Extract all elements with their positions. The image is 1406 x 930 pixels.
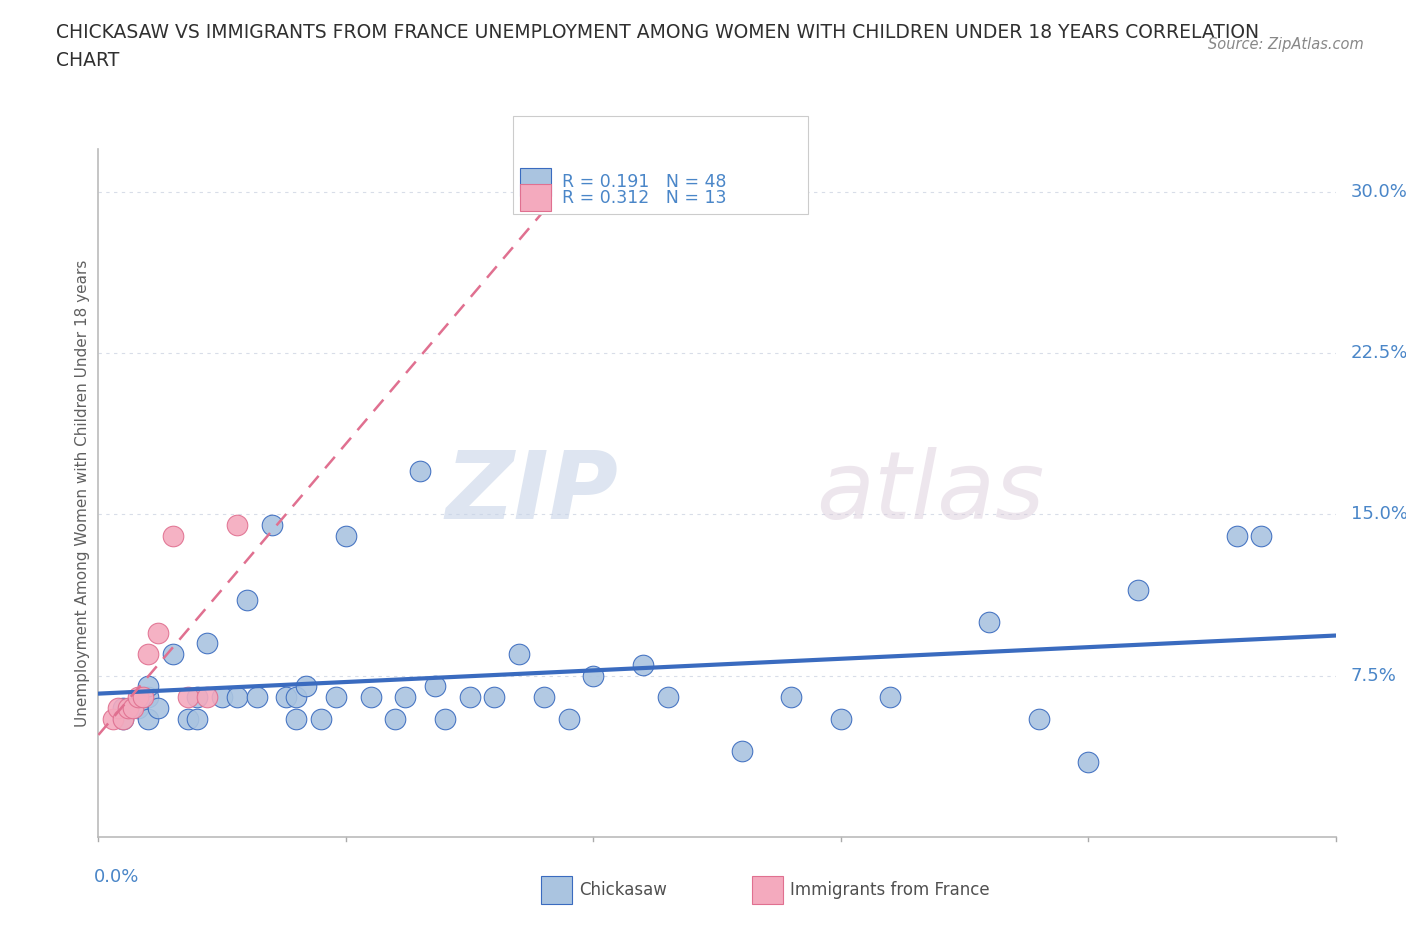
- Point: [533, 690, 555, 705]
- Point: [1028, 711, 1050, 726]
- Point: [1250, 528, 1272, 543]
- Point: [780, 690, 803, 705]
- Point: [103, 711, 125, 726]
- Point: [112, 711, 135, 726]
- Text: 0.0%: 0.0%: [93, 868, 139, 886]
- Point: [146, 625, 169, 640]
- Point: [236, 593, 259, 608]
- Point: [136, 690, 159, 705]
- Point: [657, 690, 679, 705]
- Text: 22.5%: 22.5%: [1351, 344, 1406, 362]
- Text: ZIP: ZIP: [446, 447, 619, 538]
- Text: 30.0%: 30.0%: [1351, 183, 1406, 201]
- Point: [830, 711, 852, 726]
- Point: [176, 690, 198, 705]
- Point: [1226, 528, 1249, 543]
- Text: CHICKASAW VS IMMIGRANTS FROM FRANCE UNEMPLOYMENT AMONG WOMEN WITH CHILDREN UNDER: CHICKASAW VS IMMIGRANTS FROM FRANCE UNEM…: [56, 23, 1260, 42]
- Point: [136, 646, 159, 661]
- Point: [731, 744, 754, 759]
- Point: [226, 690, 249, 705]
- Point: [394, 690, 416, 705]
- Point: [136, 679, 159, 694]
- Text: 7.5%: 7.5%: [1351, 667, 1396, 684]
- Point: [384, 711, 406, 726]
- Point: [107, 700, 129, 715]
- Point: [226, 518, 249, 533]
- Point: [117, 700, 139, 715]
- Point: [186, 690, 208, 705]
- Text: Source: ZipAtlas.com: Source: ZipAtlas.com: [1208, 37, 1364, 52]
- Point: [409, 464, 432, 479]
- Point: [285, 690, 308, 705]
- Point: [423, 679, 446, 694]
- Text: R = 0.312   N = 13: R = 0.312 N = 13: [562, 189, 727, 206]
- Point: [195, 690, 218, 705]
- Point: [879, 690, 901, 705]
- Point: [484, 690, 506, 705]
- Text: Immigrants from France: Immigrants from France: [790, 881, 990, 899]
- Point: [295, 679, 318, 694]
- Point: [112, 711, 135, 726]
- Point: [458, 690, 481, 705]
- Point: [557, 711, 579, 726]
- Point: [136, 711, 159, 726]
- Point: [433, 711, 456, 726]
- Point: [127, 700, 149, 715]
- Text: atlas: atlas: [815, 447, 1045, 538]
- Point: [979, 615, 1001, 630]
- Point: [309, 711, 332, 726]
- Y-axis label: Unemployment Among Women with Children Under 18 years: Unemployment Among Women with Children U…: [75, 259, 90, 726]
- Point: [508, 646, 530, 661]
- Point: [162, 528, 184, 543]
- Text: R = 0.191   N = 48: R = 0.191 N = 48: [562, 173, 727, 191]
- Point: [276, 690, 298, 705]
- Text: 15.0%: 15.0%: [1351, 505, 1406, 524]
- Point: [631, 658, 654, 672]
- Point: [582, 669, 605, 684]
- Point: [325, 690, 347, 705]
- Point: [186, 711, 208, 726]
- Point: [146, 700, 169, 715]
- Point: [127, 690, 149, 705]
- Point: [285, 711, 308, 726]
- Text: CHART: CHART: [56, 51, 120, 70]
- Point: [1077, 754, 1099, 769]
- Point: [132, 690, 155, 705]
- Text: Chickasaw: Chickasaw: [579, 881, 666, 899]
- Point: [112, 700, 135, 715]
- Point: [1126, 582, 1149, 597]
- Point: [335, 528, 357, 543]
- Point: [176, 711, 198, 726]
- Point: [360, 690, 382, 705]
- Point: [246, 690, 269, 705]
- Point: [162, 646, 184, 661]
- Point: [260, 518, 283, 533]
- Point: [122, 700, 145, 715]
- Point: [195, 636, 218, 651]
- Point: [211, 690, 233, 705]
